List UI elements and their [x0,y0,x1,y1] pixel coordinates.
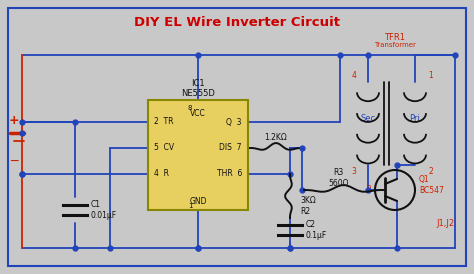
Text: J1,J2: J1,J2 [436,218,454,227]
Text: C2
0.1μF: C2 0.1μF [306,220,327,240]
Text: Sec: Sec [360,114,375,123]
Text: DIS  7: DIS 7 [219,144,242,153]
Text: 1.2KΩ: 1.2KΩ [264,133,287,141]
Text: GND: GND [189,198,207,207]
Text: 1: 1 [188,203,192,209]
Text: IC1: IC1 [191,79,205,89]
Text: 4: 4 [352,72,356,81]
Text: C1
0.01μF: C1 0.01μF [91,200,117,220]
Text: THR  6: THR 6 [217,170,242,178]
Text: 3KΩ
R2: 3KΩ R2 [300,196,316,216]
Text: R3
560Ω: R3 560Ω [328,168,349,188]
Text: Pri: Pri [410,114,420,123]
Text: NE555D: NE555D [181,89,215,98]
Text: 8: 8 [188,105,192,111]
Bar [148,100,248,210]
Text: 1: 1 [428,72,433,81]
Text: ─: ─ [10,155,18,167]
Text: 2  TR: 2 TR [154,118,173,127]
Text: 2: 2 [428,167,433,176]
Text: +: + [9,115,19,127]
Text: Q1
BC547: Q1 BC547 [419,175,444,195]
Text: 3: 3 [352,167,356,176]
Text: VCC: VCC [190,110,206,118]
Text: 5  CV: 5 CV [154,144,174,153]
Text: 2: 2 [366,185,371,195]
Text: TFR1: TFR1 [384,33,405,41]
Text: Transformer: Transformer [374,42,416,48]
Text: DIY EL Wire Inverter Circuit: DIY EL Wire Inverter Circuit [134,16,340,28]
Text: 4  R: 4 R [154,170,169,178]
Text: Q  3: Q 3 [227,118,242,127]
